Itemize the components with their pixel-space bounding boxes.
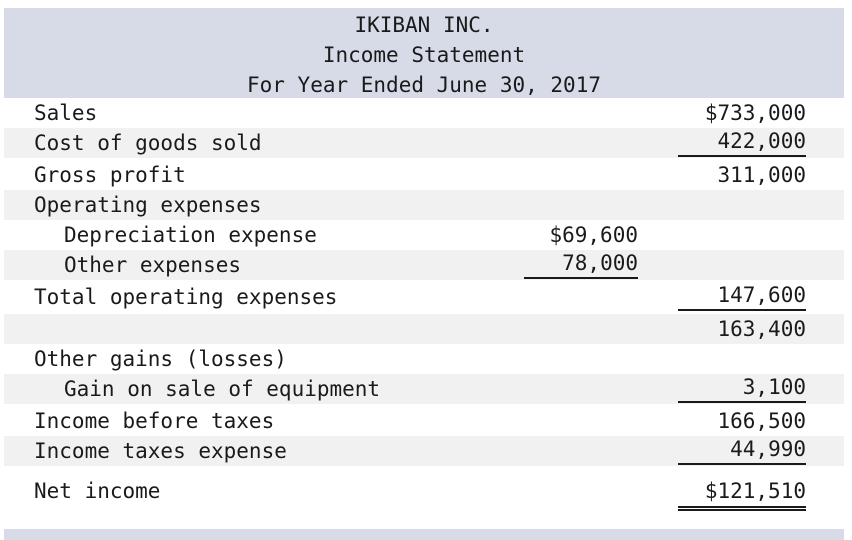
amount-detail: 78,000 (524, 250, 638, 279)
amount-total: 3,100 (678, 374, 806, 403)
statement-header: IKIBAN INC. Income Statement For Year En… (4, 8, 844, 98)
row-net-income: Net income $121,510 (4, 476, 844, 511)
row-label: Other expenses (64, 253, 242, 277)
amount-detail: $69,600 (549, 223, 638, 247)
amount-total: 163,400 (717, 317, 806, 341)
row-sales: Sales $733,000 (4, 98, 844, 128)
row-label: Income before taxes (34, 409, 275, 433)
row-label: Cost of goods sold (34, 131, 262, 155)
amount-total: 147,600 (678, 282, 806, 311)
row-label: Other gains (losses) (34, 347, 287, 371)
row-label: Depreciation expense (64, 223, 317, 247)
row-operating-income: 163,400 (4, 314, 844, 344)
amount-net-income: $121,510 (678, 476, 806, 511)
statement-title: Income Statement (322, 43, 526, 67)
row-label: Gain on sale of equipment (64, 377, 381, 401)
amount-total: 311,000 (717, 163, 806, 187)
row-depreciation-expense: Depreciation expense $69,600 (4, 220, 844, 250)
statement-period: For Year Ended June 30, 2017 (246, 73, 601, 97)
amount-total: 422,000 (678, 128, 806, 157)
statement-footer-band (4, 529, 844, 540)
row-label: Sales (34, 101, 98, 125)
row-cost-of-goods-sold: Cost of goods sold 422,000 (4, 128, 844, 158)
row-operating-expenses-heading: Operating expenses (4, 190, 844, 220)
company-name: IKIBAN INC. (354, 13, 494, 37)
row-label: Income taxes expense (34, 439, 287, 463)
row-total-operating-expenses: Total operating expenses 147,600 (4, 282, 844, 312)
row-gain-on-sale: Gain on sale of equipment 3,100 (4, 374, 844, 404)
amount-total: $733,000 (704, 101, 806, 125)
row-label: Total operating expenses (34, 285, 338, 309)
row-label: Net income (34, 479, 161, 503)
row-income-taxes-expense: Income taxes expense 44,990 (4, 436, 844, 466)
row-label: Gross profit (34, 163, 186, 187)
row-label: Operating expenses (34, 193, 262, 217)
row-other-gains-heading: Other gains (losses) (4, 344, 844, 374)
row-gross-profit: Gross profit 311,000 (4, 160, 844, 190)
amount-total: 166,500 (717, 409, 806, 433)
row-income-before-taxes: Income before taxes 166,500 (4, 406, 844, 436)
row-other-expenses: Other expenses 78,000 (4, 250, 844, 280)
amount-total: 44,990 (678, 436, 806, 465)
